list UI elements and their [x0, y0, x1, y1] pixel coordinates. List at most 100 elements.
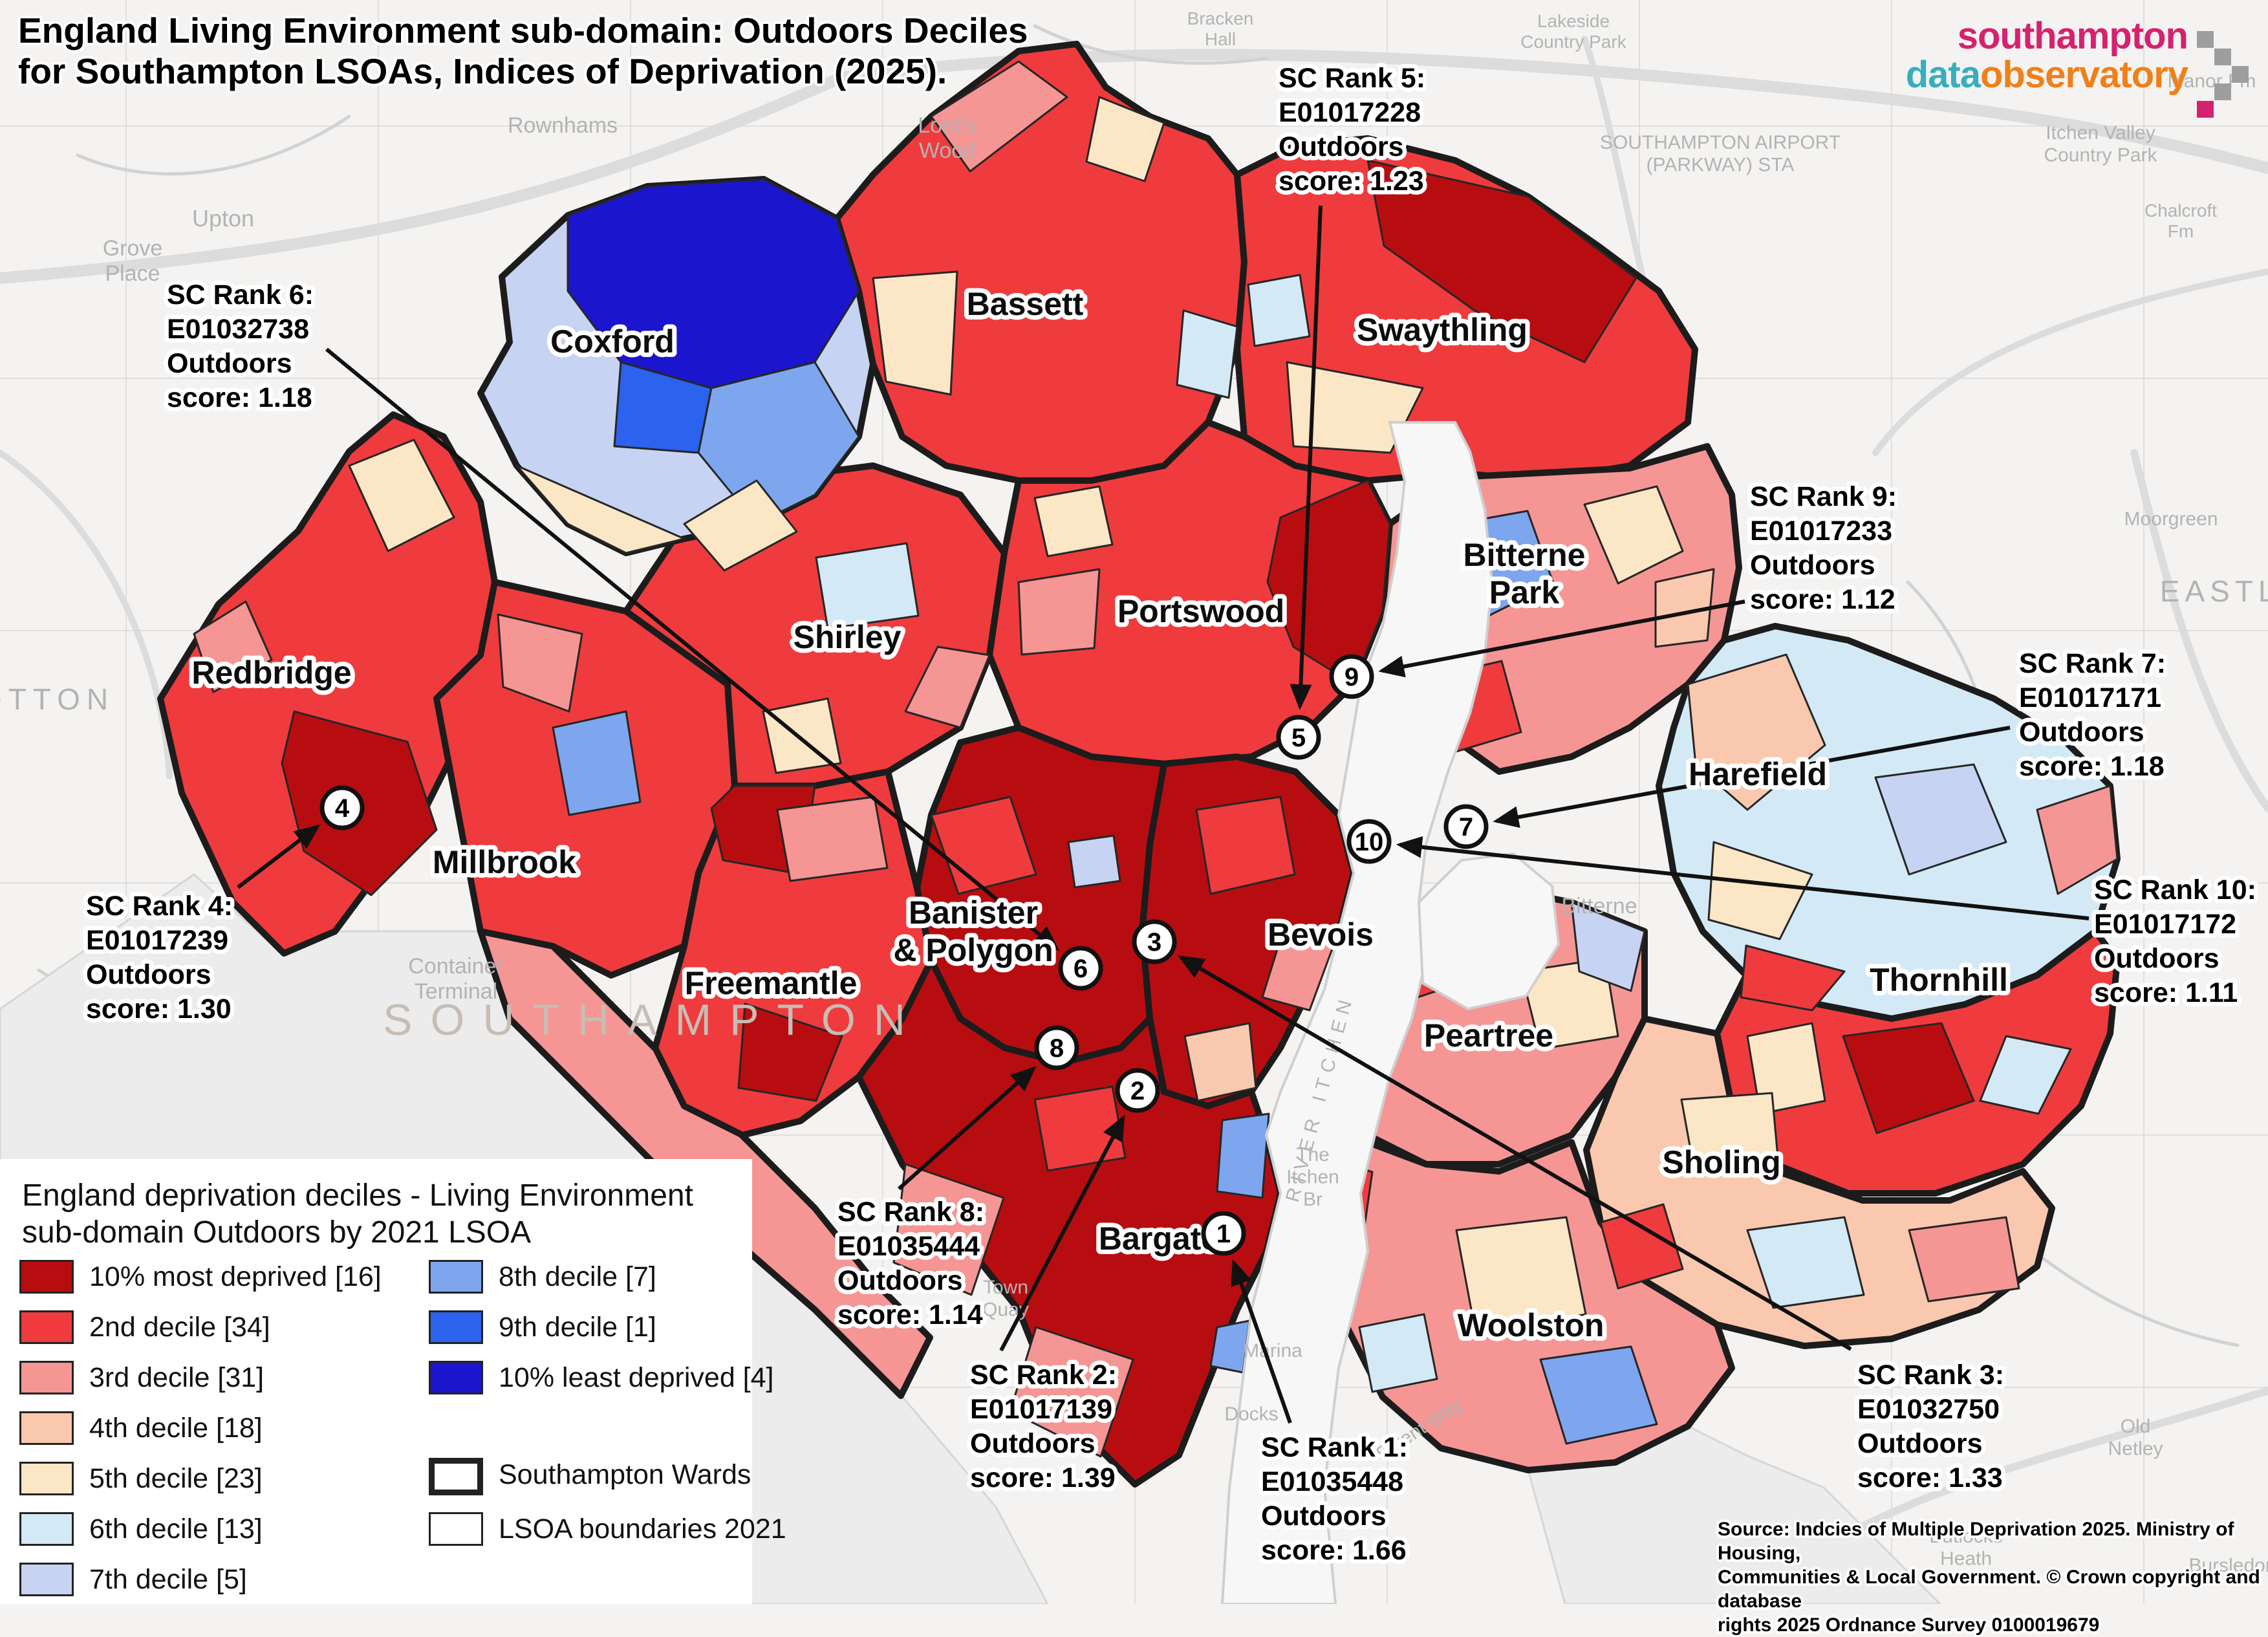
legend-swatch — [429, 1361, 483, 1394]
callout-rank-8: SC Rank 8: E01035444 Outdoors score: 1.14 — [837, 1197, 984, 1330]
legend-item-label: 3rd decile [31] — [89, 1362, 265, 1393]
page-title-line2: for Southampton LSOAs, Indices of Depriv… — [18, 51, 947, 91]
rank-marker-9: 9 — [1329, 654, 1374, 699]
legend-swatch — [19, 1512, 74, 1546]
page-title: England Living Environment sub-domain: O… — [18, 10, 1028, 92]
ward-label-banister-polygon: Banister & Polygon — [893, 894, 1053, 968]
lsoa-patch — [1520, 957, 1619, 1050]
svg-text:5: 5 — [1291, 724, 1306, 752]
svg-text:4: 4 — [335, 794, 350, 823]
lsoa-patch — [697, 361, 860, 525]
rank-marker-6: 6 — [1058, 946, 1103, 991]
lsoa-patch — [776, 796, 889, 882]
lsoa-patch — [1680, 1092, 1780, 1172]
legend-swatch — [19, 1563, 74, 1596]
logo-pixel-square — [2197, 101, 2214, 118]
lsoa-patch — [683, 479, 798, 572]
svg-text:8: 8 — [1050, 1034, 1064, 1063]
leader-line-rank-3 — [1178, 955, 1852, 1351]
lsoa-patch — [1085, 96, 1165, 182]
lsoa-patch — [872, 270, 958, 396]
callout-rank-5: SC Rank 5: E01017228 Outdoors score: 1.23 — [1279, 63, 1425, 197]
basemap-label: Lord's Wood — [918, 113, 977, 163]
lsoa-patch — [1583, 485, 1684, 585]
lsoa-patch — [1874, 763, 2007, 876]
legend-item-label: 4th decile [18] — [89, 1413, 263, 1444]
callout-rank-10: SC Rank 10: E01017172 Outdoors score: 1.11 — [2094, 874, 2256, 1008]
ward-label-redbridge: Redbridge — [191, 655, 351, 691]
callout-rank-9: SC Rank 9: E01017233 Outdoors score: 1.12 — [1750, 481, 1897, 615]
legend-swatch — [429, 1512, 483, 1546]
leader-line-rank-10 — [1396, 836, 2090, 920]
leader-line-rank-6 — [325, 347, 1060, 951]
legend-item-label: 5th decile [23] — [89, 1463, 263, 1494]
logo-pixel-chevron-icon — [2197, 17, 2251, 120]
legend-swatch — [429, 1458, 483, 1495]
logo-word-southampton: southampton — [1957, 15, 2188, 57]
rank-marker-10: 10 — [1346, 819, 1392, 864]
callout-rank-3: SC Rank 3: E01032750 Outdoors score: 1.33 — [1857, 1360, 2004, 1493]
legend-title-line2: sub-domain Outdoors by 2021 LSOA — [22, 1215, 532, 1250]
ward-label-coxford: Coxford — [550, 323, 675, 360]
lsoa-patch — [2036, 785, 2119, 895]
basemap-label: Rownhams — [508, 113, 618, 138]
basemap-label: Lakeside Country Park — [1520, 11, 1626, 52]
logo-pixel-square — [2197, 31, 2214, 48]
basemap-label: Grove Place — [103, 236, 163, 286]
basemap-label: Butlocks Heath — [1929, 1526, 2002, 1570]
lsoa-patch — [1746, 1216, 1865, 1309]
basemap-label: OTTON — [0, 682, 114, 716]
svg-text:2: 2 — [1130, 1077, 1145, 1105]
lsoa-patch — [1176, 309, 1238, 399]
lsoa-patch — [1746, 1022, 1826, 1115]
lsoa-patch — [1216, 1112, 1270, 1199]
leader-line-rank-7 — [1493, 726, 2011, 829]
rank-marker-7: 7 — [1443, 804, 1489, 849]
legend-item-label: LSOA boundaries 2021 — [499, 1513, 786, 1545]
legend-item-label: 2nd decile [34] — [89, 1312, 270, 1343]
logo-word-data: data — [1905, 54, 1981, 96]
legend-swatch — [429, 1310, 483, 1344]
rank-marker-8: 8 — [1034, 1025, 1079, 1070]
basemap-label: SOUTHAMPTON AIRPORT (PARKWAY) STA — [1600, 132, 1841, 176]
basemap-label: Moorgreen — [2124, 508, 2218, 530]
rank-marker-2: 2 — [1115, 1068, 1160, 1113]
legend-item-label: 9th decile [1] — [499, 1312, 656, 1343]
lsoa-patch — [515, 464, 686, 554]
lsoa-patch — [1842, 1022, 1975, 1134]
page-title-line1: England Living Environment sub-domain: O… — [18, 10, 1028, 50]
lsoa-patch — [1195, 796, 1296, 895]
lsoa-patch — [1539, 1345, 1658, 1445]
lsoa-patch — [1017, 568, 1101, 656]
svg-text:9: 9 — [1345, 663, 1359, 691]
ward-label-bassett: Bassett — [967, 286, 1084, 322]
rank-callouts: SC Rank 5: E01017228 Outdoors score: 1.23 SC… — [82, 59, 2261, 1570]
lsoa-patch — [892, 1163, 1005, 1296]
ward-label-woolston: Woolston — [1458, 1307, 1604, 1343]
callout-rank-4: SC Rank 4: E01017239 Outdoors score: 1.30 — [86, 891, 233, 1024]
rank-marker-4: 4 — [319, 785, 365, 830]
basemap-label: Chalcroft Fm — [2144, 201, 2217, 241]
ward-label-peartree: Peartree — [1424, 1017, 1553, 1054]
lsoa-patch — [1183, 1022, 1257, 1102]
lsoa-patch — [1570, 901, 1646, 992]
southampton-data-observatory-logo: southampton dataobservatory — [1906, 17, 2251, 120]
ward-label-bitterne-park: Bitterne Park — [1463, 537, 1586, 611]
legend-swatch — [19, 1361, 74, 1394]
leader-line-rank-9 — [1378, 600, 1745, 678]
leader-line-rank-2 — [999, 1114, 1125, 1352]
source-line1: Source: Indcies of Multiple Deprivation … — [1718, 1519, 2234, 1564]
source-attribution: Source: Indcies of Multiple Deprivation … — [1718, 1517, 2267, 1637]
river-itchen — [1220, 421, 1561, 1604]
lsoa-patch — [1599, 1203, 1684, 1290]
svg-text:1: 1 — [1216, 1220, 1231, 1248]
logo-pixel-square — [2214, 49, 2231, 65]
legend-item-label: 8th decile [7] — [499, 1261, 656, 1292]
ward-labels: Coxford Bassett Swaythling Redbridge Shirley… — [187, 281, 2013, 1348]
ward-label-sholing: Sholing — [1662, 1144, 1780, 1180]
legend-item-label: 7th decile [5] — [89, 1564, 247, 1595]
lsoa-patch — [904, 645, 991, 729]
lsoa-patch — [497, 613, 583, 713]
rank-markers: 1 2 3 4 5 6 7 8 9 10 — [319, 654, 1489, 1256]
lsoa-patch — [1358, 1313, 1438, 1393]
